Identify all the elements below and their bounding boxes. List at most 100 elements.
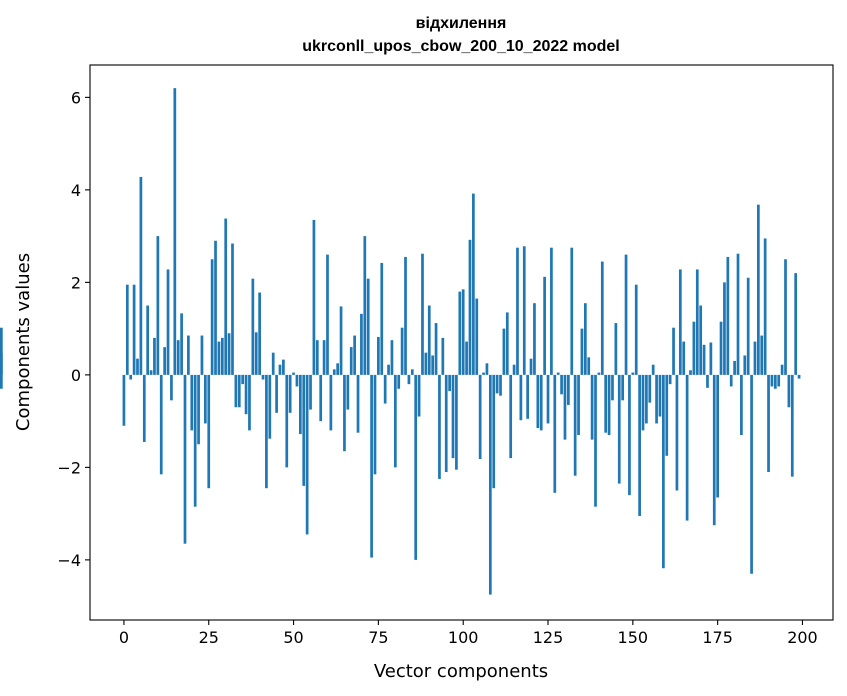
bar-component-88	[421, 253, 424, 375]
bar-component-158	[658, 374, 662, 417]
bar-component-89	[424, 352, 428, 375]
bar-component-119	[526, 374, 530, 419]
y-axis-label: Components values	[13, 253, 34, 431]
bar-component-57	[315, 340, 319, 375]
bar-component-49	[288, 374, 292, 413]
bar-component-12	[163, 347, 166, 375]
bar-component-67	[349, 347, 353, 375]
bar-component-59	[322, 340, 326, 375]
bar-component-40	[258, 292, 261, 375]
bar-component-19	[187, 335, 190, 375]
bar-component-61	[329, 374, 333, 431]
bar-component-60	[326, 254, 329, 375]
bar-component-94	[441, 337, 445, 375]
bar-component-192	[773, 374, 777, 389]
bar-component-115	[512, 364, 516, 375]
x-axis-ticks: 0 25 50 75 100 125 150 175 200	[119, 620, 818, 647]
bar-component-34	[237, 374, 241, 408]
bar-component-6	[142, 374, 146, 442]
bar-component-46	[278, 364, 282, 375]
bar-component-39	[254, 332, 258, 375]
bar-component-1	[125, 284, 129, 375]
bar-component-20	[190, 374, 194, 431]
bar-component-16	[176, 340, 180, 375]
bar-component-153	[641, 374, 645, 431]
x-tick-label: 175	[702, 628, 733, 647]
bar-component-97	[451, 374, 455, 459]
bar-component-14	[170, 374, 173, 401]
bar-component-196	[787, 374, 791, 408]
bar-component-58	[319, 374, 323, 422]
bar-component-32	[231, 243, 234, 375]
bar-component-139	[594, 374, 597, 507]
bar-component-51	[295, 374, 299, 387]
bar-component-122	[536, 374, 540, 429]
bar-component-81	[397, 374, 401, 389]
bar-component-5	[139, 176, 143, 375]
bar-component-103	[472, 193, 475, 375]
bar-component-38	[251, 278, 255, 375]
bar-component-113	[505, 312, 509, 375]
bar-component-185	[750, 374, 753, 574]
bar-component-168	[692, 321, 696, 375]
bar-component-55	[309, 374, 312, 410]
bar-component-74	[373, 374, 377, 475]
x-tick-label: 0	[119, 628, 129, 647]
bar-component-164	[678, 269, 682, 375]
bar-component-176	[719, 321, 723, 375]
bar-component-111	[499, 374, 502, 396]
y-tick-label: −2	[57, 458, 81, 477]
bar-component-3	[132, 284, 136, 375]
bar-component-135	[580, 328, 584, 375]
y-tick-label: −4	[57, 551, 81, 570]
bar-component-137	[587, 357, 591, 375]
bar-component-31	[227, 333, 231, 375]
bar-component-13	[166, 269, 170, 375]
bar-component-166	[685, 374, 689, 521]
bar-component-142	[604, 374, 608, 433]
bar-component-84	[407, 374, 411, 385]
bar-component-24	[203, 374, 207, 424]
bar-component-36	[244, 374, 248, 415]
bar-component-109	[492, 374, 496, 489]
bar-component-0	[122, 374, 126, 426]
bar-component-65	[343, 374, 346, 452]
bar-component-33	[234, 374, 238, 408]
bar-component-144	[611, 374, 614, 401]
bar-component-172	[706, 374, 709, 388]
bar-component-54	[305, 374, 309, 535]
bar-component-170	[699, 305, 703, 375]
bar-component-95	[444, 374, 448, 473]
bar-component-145	[614, 323, 618, 375]
bar-component-167	[689, 370, 692, 375]
bar-component-47	[282, 359, 285, 375]
bar-component-195	[784, 259, 787, 375]
bar-component-180	[733, 361, 736, 375]
bar-component-146	[617, 374, 621, 484]
bar-component-105	[478, 374, 482, 460]
bar-component-28	[217, 341, 221, 375]
bar-component-173	[709, 342, 713, 375]
x-tick-label: 75	[368, 628, 388, 647]
bar-component-62	[332, 369, 336, 375]
x-tick-label: 50	[283, 628, 303, 647]
bar-component-163	[675, 374, 679, 491]
chart-title-line-2: ukrconll_upos_cbow_200_10_2022 model	[302, 38, 619, 55]
bar-component-85	[410, 369, 414, 375]
bar-component-86	[414, 374, 418, 560]
bar-component-23	[200, 335, 204, 375]
bar-component-25	[207, 374, 211, 489]
y-tick-label: 4	[71, 181, 81, 200]
bar-component-56	[312, 219, 316, 375]
bar-component-190	[767, 374, 770, 473]
bar-component-174	[712, 374, 716, 526]
bar-component-75	[377, 336, 380, 375]
bar-component-106	[482, 372, 485, 375]
bar-component-104	[475, 298, 479, 375]
bar-component-42	[265, 374, 268, 489]
bar-component-189	[763, 238, 767, 375]
bar-component-100	[461, 289, 465, 375]
x-tick-label: 200	[787, 628, 818, 647]
bar-component-101	[465, 341, 468, 375]
